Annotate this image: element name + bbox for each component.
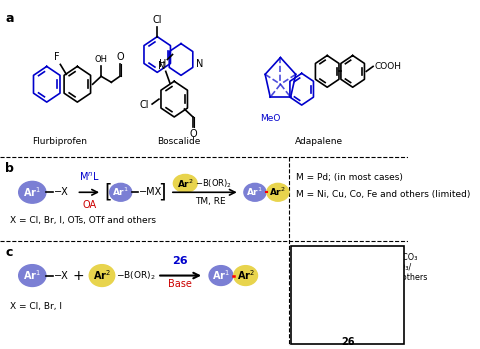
Text: ]: ] (158, 183, 166, 202)
Text: M = Pd; (in most cases): M = Pd; (in most cases) (296, 173, 403, 183)
Text: −B(OR)$_2$: −B(OR)$_2$ (117, 269, 156, 282)
Text: Ar$^1$: Ar$^1$ (23, 185, 41, 199)
Ellipse shape (173, 174, 197, 192)
Ellipse shape (244, 183, 266, 201)
Text: 26: 26 (341, 337, 354, 347)
Ellipse shape (209, 266, 233, 285)
Text: TM, RE: TM, RE (195, 197, 226, 206)
Ellipse shape (109, 183, 132, 201)
Text: M = Ni, Cu, Co, Fe and others (limited): M = Ni, Cu, Co, Fe and others (limited) (296, 190, 470, 199)
Text: X = Cl; base = Rb₂CO₃/Cs₂CO₃: X = Cl; base = Rb₂CO₃/Cs₂CO₃ (296, 253, 417, 262)
Text: H: H (328, 283, 335, 292)
Text: X = Cl, Br, I, OTs, OTf and others: X = Cl, Br, I, OTs, OTf and others (10, 216, 156, 225)
Text: O: O (116, 52, 124, 62)
Text: OH: OH (95, 55, 108, 65)
Text: [: [ (105, 183, 112, 202)
Text: Boscalide: Boscalide (157, 137, 200, 146)
Text: Ar$^1$: Ar$^1$ (23, 269, 41, 282)
Text: N: N (325, 281, 332, 290)
Text: H: H (159, 59, 167, 69)
Text: MeO: MeO (260, 114, 280, 123)
Text: −X: −X (54, 270, 69, 281)
Text: O: O (189, 129, 197, 139)
Text: COOH: COOH (375, 62, 402, 71)
Text: 26: 26 (172, 256, 188, 266)
Text: N: N (158, 61, 166, 71)
Ellipse shape (234, 266, 257, 285)
Ellipse shape (19, 265, 46, 287)
Ellipse shape (267, 183, 289, 201)
Text: Adapalene: Adapalene (295, 137, 343, 146)
Text: OA: OA (82, 200, 96, 210)
FancyBboxPatch shape (291, 246, 404, 344)
Ellipse shape (19, 181, 46, 203)
Text: F: F (54, 52, 60, 62)
Text: N: N (196, 59, 204, 69)
Text: Ar$^2$: Ar$^2$ (177, 177, 194, 190)
Text: Base: Base (168, 279, 192, 289)
Text: Ar$^1$: Ar$^1$ (212, 269, 230, 282)
Text: N: N (359, 283, 365, 292)
Text: b: b (5, 162, 14, 174)
Text: −B(OR)$_2$: −B(OR)$_2$ (195, 177, 232, 190)
Text: +: + (72, 268, 84, 283)
Text: Cl: Cl (139, 100, 149, 110)
Text: a: a (5, 12, 13, 25)
Text: K₃PO₄/Rb₂CO₃/Cs₂CO₃ and others: K₃PO₄/Rb₂CO₃/Cs₂CO₃ and others (296, 273, 427, 282)
Text: X = Br, I; base = NaH/K₂CO₃/: X = Br, I; base = NaH/K₂CO₃/ (296, 263, 411, 272)
Text: H: H (360, 285, 367, 294)
Text: Flurbiprofen: Flurbiprofen (32, 137, 87, 146)
Text: −MX: −MX (139, 187, 162, 197)
Text: Ar$^1$: Ar$^1$ (246, 186, 264, 199)
Text: Ar$^1$: Ar$^1$ (112, 186, 129, 199)
Text: Ar$^2$: Ar$^2$ (269, 186, 287, 199)
Text: Cl: Cl (153, 15, 162, 25)
Text: Ar$^2$: Ar$^2$ (93, 269, 111, 282)
Text: M$^n$L: M$^n$L (79, 171, 99, 183)
Text: −X: −X (54, 187, 69, 197)
Text: Ar$^2$: Ar$^2$ (237, 269, 254, 282)
Text: X = Cl, Br, I: X = Cl, Br, I (10, 302, 62, 311)
Ellipse shape (89, 265, 115, 287)
Text: c: c (5, 246, 12, 259)
